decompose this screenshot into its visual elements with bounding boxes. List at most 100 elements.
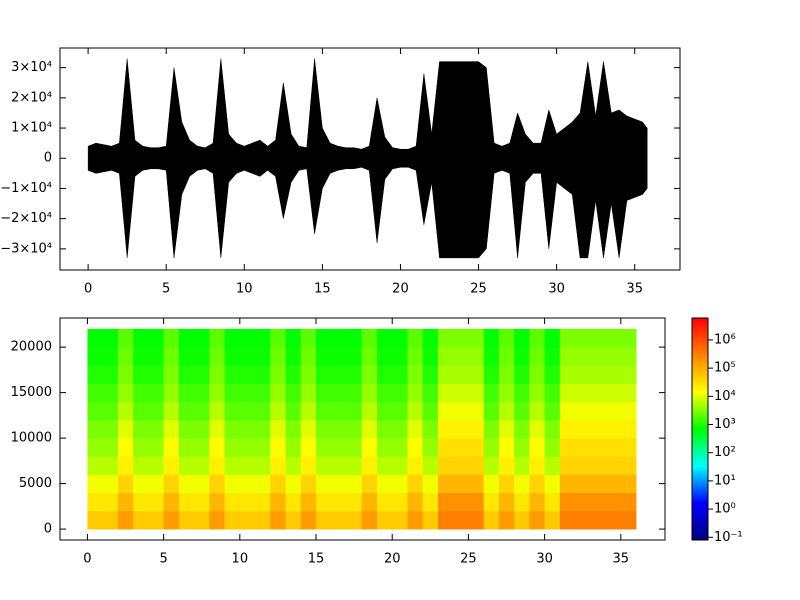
heatmap-cell bbox=[361, 510, 378, 530]
heatmap-cell bbox=[255, 419, 271, 439]
heatmap-cell bbox=[361, 347, 378, 366]
colorbar bbox=[691, 317, 709, 541]
x-tick-label: 30 bbox=[548, 282, 565, 297]
heatmap-cell bbox=[544, 419, 561, 439]
y-tick-label: 15000 bbox=[11, 385, 52, 400]
heatmap-cell bbox=[209, 383, 225, 403]
heatmap-cell bbox=[407, 474, 424, 494]
heatmap-cell bbox=[117, 474, 134, 494]
heatmap-cell bbox=[361, 328, 378, 348]
heatmap-cell bbox=[483, 383, 500, 403]
heatmap-cell bbox=[178, 365, 195, 384]
heatmap-cell bbox=[620, 510, 637, 530]
heatmap-cell bbox=[239, 438, 256, 457]
heatmap-cell bbox=[346, 383, 363, 403]
heatmap-cell bbox=[453, 474, 469, 494]
heatmap-cell bbox=[529, 401, 546, 421]
heatmap-cell bbox=[483, 510, 500, 530]
x-tick-label: 35 bbox=[613, 552, 630, 567]
heatmap-cell bbox=[483, 347, 500, 366]
heatmap-cell bbox=[163, 419, 180, 439]
heatmap-cell bbox=[133, 510, 149, 530]
heatmap-cell bbox=[437, 365, 454, 384]
heatmap-cell bbox=[529, 510, 546, 530]
heatmap-cell bbox=[194, 510, 210, 530]
heatmap-cell bbox=[529, 492, 546, 512]
heatmap-cell bbox=[87, 419, 104, 439]
heatmap-cell bbox=[194, 328, 210, 348]
heatmap-cell bbox=[316, 328, 332, 348]
heatmap-cell bbox=[468, 438, 485, 457]
heatmap-cell bbox=[483, 474, 500, 494]
heatmap-cell bbox=[300, 383, 317, 403]
heatmap-cell bbox=[87, 510, 104, 530]
heatmap-cell bbox=[209, 492, 225, 512]
heatmap-cell bbox=[102, 328, 119, 348]
heatmap-cell bbox=[559, 456, 576, 475]
heatmap-cell bbox=[194, 456, 210, 475]
heatmap-cell bbox=[361, 492, 378, 512]
x-tick-label: 0 bbox=[84, 282, 92, 297]
heatmap-cell bbox=[285, 328, 302, 348]
heatmap-cell bbox=[133, 365, 149, 384]
heatmap-cell bbox=[316, 347, 332, 366]
heatmap-cell bbox=[102, 456, 119, 475]
heatmap-cell bbox=[300, 474, 317, 494]
heatmap-cell bbox=[239, 383, 256, 403]
heatmap-cell bbox=[376, 456, 393, 475]
heatmap-cell bbox=[331, 419, 347, 439]
heatmap-cell bbox=[376, 347, 393, 366]
heatmap-cell bbox=[239, 347, 256, 366]
heatmap-cell bbox=[300, 365, 317, 384]
heatmap-cell bbox=[376, 383, 393, 403]
heatmap-cell bbox=[529, 383, 546, 403]
heatmap-cell bbox=[422, 456, 439, 475]
heatmap-cell bbox=[270, 419, 286, 439]
heatmap-cell bbox=[194, 419, 210, 439]
heatmap-cell bbox=[468, 328, 485, 348]
heatmap-cell bbox=[559, 328, 576, 348]
heatmap-cell bbox=[117, 383, 134, 403]
heatmap-cell bbox=[376, 419, 393, 439]
heatmap-cell bbox=[559, 347, 576, 366]
plot-frame bbox=[59, 317, 666, 541]
heatmap-cell bbox=[87, 328, 104, 348]
heatmap-cell bbox=[544, 401, 561, 421]
heatmap-cell bbox=[361, 474, 378, 494]
heatmap-cell bbox=[361, 383, 378, 403]
heatmap-cell bbox=[590, 492, 606, 512]
x-tick-label: 5 bbox=[162, 282, 170, 297]
heatmap-cell bbox=[300, 510, 317, 530]
heatmap-cell bbox=[468, 383, 485, 403]
heatmap-cell bbox=[498, 401, 515, 421]
heatmap-cell bbox=[498, 438, 515, 457]
heatmap-cell bbox=[392, 401, 408, 421]
heatmap-cell bbox=[483, 365, 500, 384]
heatmap-cell bbox=[178, 419, 195, 439]
heatmap-cell bbox=[407, 347, 424, 366]
heatmap-cell bbox=[605, 492, 622, 512]
heatmap-cell bbox=[468, 456, 485, 475]
heatmap-cell bbox=[117, 510, 134, 530]
heatmap-cell bbox=[514, 365, 530, 384]
heatmap-cell bbox=[239, 510, 256, 530]
heatmap-cell bbox=[361, 456, 378, 475]
heatmap-cell bbox=[178, 328, 195, 348]
heatmap-cell bbox=[270, 347, 286, 366]
heatmap-cell bbox=[148, 510, 165, 530]
heatmap-cell bbox=[590, 438, 606, 457]
heatmap-cell bbox=[224, 474, 241, 494]
heatmap-cell bbox=[392, 510, 408, 530]
heatmap-cell bbox=[346, 401, 363, 421]
colorbar-tick-label: 10⁵ bbox=[714, 361, 736, 376]
heatmap-cell bbox=[316, 474, 332, 494]
heatmap-cell bbox=[255, 328, 271, 348]
heatmap-cell bbox=[605, 474, 622, 494]
heatmap-cell bbox=[544, 328, 561, 348]
heatmap-cell bbox=[559, 365, 576, 384]
heatmap-cell bbox=[437, 510, 454, 530]
heatmap-cell bbox=[468, 419, 485, 439]
heatmap-cell bbox=[392, 492, 408, 512]
heatmap-cell bbox=[575, 365, 591, 384]
